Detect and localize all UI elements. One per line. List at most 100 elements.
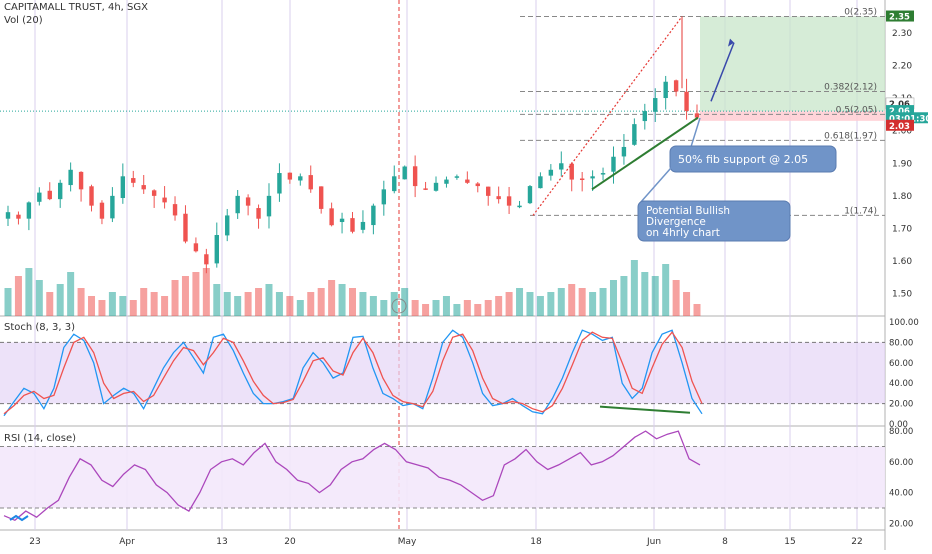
candle-body	[444, 179, 449, 184]
rsi-line	[3, 430, 701, 522]
price-tick: 2.20	[892, 61, 912, 71]
candle-body	[287, 172, 293, 180]
candle-body	[47, 190, 52, 200]
volume-bar	[662, 264, 670, 316]
volume-bar	[181, 276, 189, 316]
candle-body	[506, 196, 512, 206]
fib-level-label: 0.382(2.12)	[824, 83, 877, 93]
volume-bar	[453, 304, 461, 316]
price-tick: 2.30	[892, 29, 912, 39]
stoch-k-line	[3, 329, 703, 417]
volume-bar	[516, 288, 524, 316]
volume-bar	[411, 300, 419, 316]
candle-body	[225, 215, 230, 236]
candle-body	[266, 195, 272, 217]
candle-body	[653, 98, 658, 112]
volume-bar	[35, 280, 43, 316]
stoch-tick: 80.00	[889, 338, 913, 348]
rsi-tick: 20.00	[889, 519, 913, 529]
divergence-text: Potential Bullish	[646, 205, 730, 217]
candle-body	[214, 235, 219, 264]
tradingview-logo-icon	[9, 514, 29, 522]
candle-body	[579, 178, 585, 181]
candle-body	[193, 243, 199, 252]
divergence-text: on 4hrly chart	[646, 227, 720, 239]
candle-body	[16, 214, 21, 219]
candle-body	[381, 189, 387, 205]
candle-body	[277, 173, 282, 194]
volume-bar	[202, 268, 210, 316]
target-arrow-head	[728, 38, 734, 47]
volume-bar	[589, 292, 597, 316]
candle-body	[433, 182, 439, 191]
candle-body	[162, 197, 167, 203]
time-tick: 23	[29, 537, 40, 547]
candle-body	[465, 179, 470, 183]
candle-body	[371, 205, 376, 226]
volume-bar	[693, 304, 701, 316]
candle-body	[694, 113, 700, 118]
volume-bar	[4, 288, 12, 316]
fib-support-callout	[669, 145, 837, 173]
volume-bar	[129, 300, 137, 316]
volume-bar	[432, 300, 440, 316]
volume-label: Vol (20)	[4, 15, 43, 26]
volume-bar	[349, 288, 356, 316]
volume-bar	[641, 272, 649, 316]
candle-body	[89, 186, 94, 206]
volume-bar	[630, 260, 638, 316]
rsi-tick: 40.00	[889, 489, 913, 499]
fib-anchor-line	[532, 16, 683, 216]
candle-body	[68, 169, 73, 186]
volume-bar	[161, 296, 169, 316]
candle-body	[99, 202, 105, 219]
rsi-band	[0, 446, 885, 508]
candle-body	[538, 176, 543, 189]
volume-bar	[265, 284, 273, 316]
volume-bar	[98, 300, 106, 316]
volume-bar	[505, 292, 513, 316]
time-tick: 8	[722, 537, 728, 547]
volume-bar	[108, 292, 116, 316]
candle-body	[496, 196, 501, 200]
volume-bar	[213, 284, 221, 316]
candle-body	[110, 195, 115, 219]
volume-bar	[56, 284, 64, 316]
candle-body	[486, 186, 491, 196]
candle-body	[183, 213, 188, 242]
candle-body	[632, 124, 637, 145]
divergence-text: Divergence	[646, 216, 706, 228]
volume-bar	[296, 300, 304, 316]
volume-bar	[422, 304, 430, 316]
candle-body	[611, 156, 616, 172]
volume-bar	[683, 292, 691, 316]
risk-zone	[700, 111, 885, 121]
candle-body	[684, 91, 689, 112]
candle-body	[298, 176, 303, 181]
volume-bar	[495, 296, 503, 316]
volume-bar	[307, 292, 315, 316]
candle-body	[151, 190, 157, 196]
volume-bar	[119, 296, 127, 316]
price-tag-label: 03:01:30	[889, 114, 931, 124]
volume-bar	[328, 280, 336, 316]
target-arrow	[710, 42, 735, 102]
volume-bar	[88, 296, 96, 316]
candle-body	[663, 81, 668, 99]
price-tick: 2.00	[892, 127, 912, 137]
volume-bar	[547, 292, 555, 316]
candle-body	[412, 166, 418, 187]
replay-icon	[391, 298, 407, 314]
time-tick: 22	[851, 537, 862, 547]
price-tag-label: 2.06	[889, 100, 910, 110]
candle-body	[235, 195, 240, 214]
fib-support-text: 50% fib support @ 2.05	[678, 153, 808, 166]
volume-bar	[463, 300, 471, 316]
volume-bar	[568, 284, 576, 316]
candle-body	[673, 80, 679, 92]
rsi-tick: 60.00	[889, 458, 913, 468]
volume-bar	[390, 292, 398, 316]
candle-body	[172, 204, 178, 216]
